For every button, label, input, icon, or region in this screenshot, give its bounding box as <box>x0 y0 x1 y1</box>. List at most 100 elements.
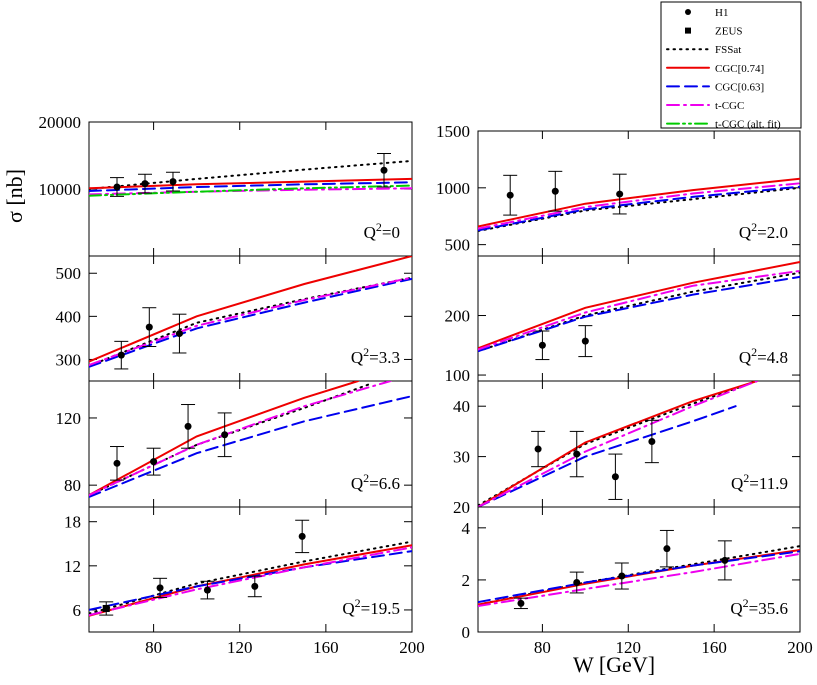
x-tick-label: 80 <box>145 638 162 657</box>
panel-q2-4_8: 100 200 Q2=4.8 <box>445 255 801 385</box>
y-tick-label: 500 <box>445 236 471 255</box>
data-point <box>513 597 528 610</box>
series-line-CGC063 <box>478 275 800 353</box>
y-axis-title: σ [nb] <box>2 169 27 223</box>
data-point <box>181 404 196 449</box>
series-line-CGC074 <box>89 256 412 363</box>
legend-label: t-CGC (alt. fit) <box>715 119 781 131</box>
data-point <box>578 325 593 358</box>
y-tick-label: 12 <box>64 557 81 576</box>
legend: H1 ZEUS FSSat CGC[0.74] CGC[0.63] t-CGC t-CGC … <box>660 1 802 131</box>
panel-q2-6_6: 80 120 Q2=6.6 <box>56 380 413 508</box>
model-curves <box>89 159 412 197</box>
data-point <box>172 313 187 354</box>
data-point <box>503 174 518 216</box>
data-point <box>377 152 392 188</box>
panel-q2-label: Q2=4.8 <box>739 345 788 367</box>
legend-circle-marker <box>685 9 691 15</box>
legend-label: ZEUS <box>715 26 743 38</box>
h1-marker <box>618 572 626 580</box>
y-tick-label: 20 <box>453 498 470 517</box>
h1-marker <box>113 183 121 191</box>
data-point <box>109 446 124 481</box>
panel-q2-0: 10000 20000 Q2=0 <box>39 113 413 257</box>
x-axis-title: W [GeV] <box>573 652 655 677</box>
data-point <box>109 177 124 197</box>
data-point <box>99 601 114 616</box>
panel-q2-label: Q2=19.5 <box>342 596 400 618</box>
legend-item-FSSat: FSSat <box>666 44 741 56</box>
y-tick-label: 10000 <box>39 180 82 199</box>
panels-group: 1000020000Q2=050010001500Q2=2.0300400500… <box>39 113 813 657</box>
h1-marker <box>551 187 559 195</box>
series-line-FSSat <box>478 186 800 232</box>
x-tick-label: 160 <box>313 638 339 657</box>
legend-label: CGC[0.74] <box>715 63 764 75</box>
data-point <box>644 419 659 464</box>
model-curves <box>89 540 412 617</box>
series-line-FSSat <box>89 383 370 497</box>
data-point <box>137 173 152 194</box>
h1-marker <box>141 180 149 188</box>
x-tick-label: 120 <box>227 638 253 657</box>
legend-item-tCGCalt: t-CGC (alt. fit) <box>666 119 781 131</box>
h1-marker <box>616 190 624 198</box>
data-point <box>165 171 180 192</box>
panel-q2-label: Q2=35.6 <box>730 596 788 618</box>
y-tick-label: 200 <box>445 307 471 326</box>
legend-label: H1 <box>715 7 728 19</box>
data-point <box>217 412 232 458</box>
h1-marker <box>156 584 164 592</box>
data-point <box>614 562 629 590</box>
series-line-FSSat <box>478 271 800 353</box>
h1-marker <box>184 422 192 430</box>
y-tick-label: 120 <box>56 409 82 428</box>
panel-q2-label: Q2=2.0 <box>739 220 788 242</box>
model-curves <box>478 261 800 353</box>
panel-q2-11_9: 20 30 40 Q2=11.9 <box>453 380 801 517</box>
h1-marker <box>145 323 153 331</box>
h1-marker <box>648 437 656 445</box>
data-point <box>717 540 732 581</box>
y-tick-label: 2 <box>462 571 471 590</box>
panel-q2-label: Q2=6.6 <box>351 471 400 493</box>
h1-marker <box>298 532 306 540</box>
y-tick-label: 30 <box>453 448 470 467</box>
series-line-CGC074 <box>89 544 412 617</box>
panel-q2-19_5: 6 12 18 80 120 160 200 Q2=19.5 <box>64 506 425 657</box>
panel-frame <box>88 506 413 633</box>
h1-marker <box>117 351 125 359</box>
h1-marker <box>721 556 729 564</box>
y-tick-label: 18 <box>64 513 81 532</box>
legend-label: FSSat <box>715 44 741 56</box>
series-line-tCGC <box>89 381 392 497</box>
data-point <box>531 430 546 468</box>
series-line-FSSat <box>478 381 759 507</box>
data-point <box>153 577 168 598</box>
data-point <box>247 575 262 598</box>
data-point <box>569 571 584 594</box>
panel-q2-2_0: 500 1000 1500 Q2=2.0 <box>436 122 801 257</box>
x-tick-label: 120 <box>616 638 642 657</box>
legend-item-CGC074: CGC[0.74] <box>666 63 764 75</box>
panel-frame <box>477 506 801 633</box>
y-tick-label: 20000 <box>39 113 82 132</box>
y-tick-label: 1500 <box>436 122 470 141</box>
panel-q2-label: Q2=3.3 <box>351 345 400 367</box>
data-point <box>535 330 550 361</box>
h1-marker <box>663 545 671 553</box>
series-line-CGC063 <box>89 181 412 192</box>
series-line-CGC074 <box>89 381 360 497</box>
panel-q2-label: Q2=0 <box>364 220 400 242</box>
h1-marker <box>573 579 581 587</box>
panel-frame <box>477 255 801 382</box>
data-point <box>295 519 310 554</box>
series-line-CGC074 <box>478 177 800 228</box>
series-line-CGC063 <box>478 185 800 232</box>
x-tick-label: 160 <box>701 638 727 657</box>
series-line-CGC063 <box>89 395 412 498</box>
series-line-tCGC <box>478 552 800 607</box>
series-line-CGC063 <box>478 405 737 507</box>
panel-q2-3_3: 300 400 500 Q2=3.3 <box>56 255 413 382</box>
